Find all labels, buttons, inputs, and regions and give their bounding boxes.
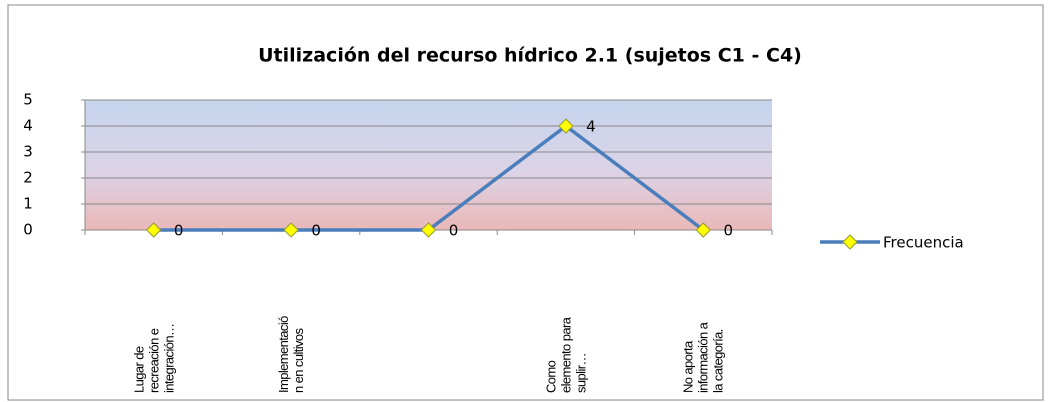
- marker: [695, 222, 712, 238]
- chart-title: Utilización del recurso hídrico 2.1 (suj…: [258, 45, 802, 67]
- x-tick-label: Implementació n en cultivos: [276, 316, 307, 393]
- y-tick-label: 3: [23, 143, 33, 161]
- plot-area: [85, 100, 772, 230]
- data-label: 0: [724, 222, 734, 240]
- y-tick-label: 2: [23, 169, 33, 187]
- legend-marker: [842, 234, 858, 250]
- data-label: 0: [174, 222, 184, 240]
- marker: [558, 118, 574, 134]
- legend-label: Frecuencia: [883, 234, 964, 252]
- marker: [420, 222, 437, 238]
- marker: [283, 222, 299, 238]
- x-tick-label: No aporta información a la categoría.: [680, 322, 726, 393]
- y-tick-label: 1: [23, 195, 33, 213]
- data-label: 0: [311, 222, 321, 240]
- y-tick-label: 4: [23, 117, 33, 135]
- marker: [145, 222, 162, 238]
- y-tick-label: 0: [23, 221, 33, 239]
- data-label: 0: [449, 222, 459, 240]
- y-tick-label: 5: [23, 91, 33, 109]
- x-tick-label: Lugar de recreación e integración…: [131, 323, 177, 393]
- x-tick-label: Como elemento para suplir…: [543, 317, 589, 393]
- data-label: 4: [586, 118, 596, 136]
